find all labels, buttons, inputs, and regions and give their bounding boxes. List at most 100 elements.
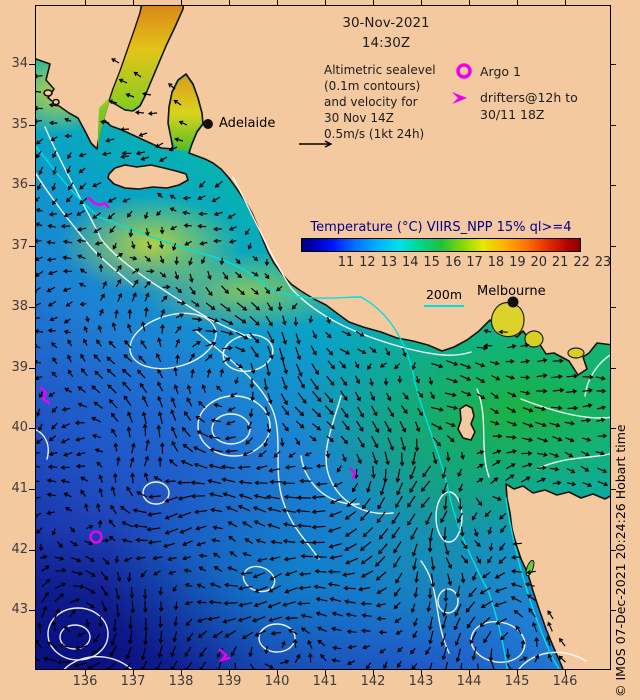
- argo-float-marker: [89, 530, 103, 544]
- colorbar-tick: 17: [466, 255, 483, 270]
- x-axis-label: 146: [552, 674, 578, 689]
- map-plot: 30-Nov-2021 14:30Z Altimetric sealevel (…: [35, 5, 611, 670]
- x-tick-top: [325, 0, 326, 5]
- x-tick-top: [421, 0, 422, 5]
- x-tick-bottom: [325, 670, 326, 675]
- drifters-legend-label: drifters@12h to 30/11 18Z: [480, 90, 578, 123]
- drifter-tracks: [39, 196, 357, 663]
- x-axis-label: 144: [456, 674, 482, 689]
- legend-line-4: 30 Nov 14Z: [324, 111, 394, 125]
- y-tick-right: [610, 610, 616, 612]
- colorbar-tick: 22: [573, 255, 590, 270]
- isobath-legend-line: [424, 305, 464, 307]
- y-axis-label: 35: [11, 116, 28, 132]
- x-tick-top: [133, 0, 134, 5]
- city-label-adelaide: Adelaide: [219, 116, 276, 131]
- colorbar-tick: 13: [380, 255, 398, 270]
- colorbar-tick: 14: [401, 255, 419, 270]
- x-tick-bottom: [469, 670, 470, 675]
- y-axis-label: 34: [11, 56, 28, 71]
- altimetry-legend: Altimetric sealevel (0.1m contours) and …: [324, 62, 499, 142]
- map-title-date: 30-Nov-2021: [342, 15, 430, 31]
- y-axis-label: 41: [11, 480, 28, 496]
- x-tick-top: [277, 0, 278, 5]
- y-axis-label: 39: [11, 359, 28, 375]
- x-axis-label: 141: [312, 674, 338, 689]
- x-axis-label: 138: [168, 674, 194, 689]
- drifters-legend-line1: drifters@12h to: [480, 90, 578, 105]
- legend-line-5: 0.5m/s (1kt 24h): [324, 127, 425, 141]
- x-tick-top: [229, 0, 230, 5]
- gulf-st-vincent-water: [169, 76, 202, 151]
- king-island: [457, 404, 476, 441]
- y-axis-label: 42: [11, 541, 28, 557]
- legend-line-1: Altimetric sealevel: [324, 63, 436, 77]
- colorbar-tick: 23: [594, 255, 611, 270]
- y-tick-left: [29, 610, 35, 612]
- drifters-legend-line2: 30/11 18Z: [480, 106, 545, 122]
- adelaide-dot: [203, 119, 213, 129]
- drifter-legend-icon: [452, 92, 467, 104]
- kangaroo-island: [107, 164, 189, 190]
- x-tick-bottom: [517, 670, 518, 675]
- colorbar-tick: 11: [337, 255, 355, 270]
- legend-line-2: (0.1m contours): [324, 79, 421, 93]
- y-tick-left: [29, 185, 35, 187]
- y-tick-left: [29, 306, 35, 308]
- y-axis-label: 40: [11, 420, 28, 436]
- y-tick-right: [610, 488, 616, 490]
- y-tick-right: [610, 246, 616, 248]
- isobath-200m-line: [36, 145, 560, 669]
- x-axis-label: 136: [72, 674, 98, 689]
- melbourne-dot: [507, 296, 519, 308]
- western-port-bay: [524, 330, 544, 348]
- islet-eyre-1: [43, 89, 53, 97]
- argo-legend-label: Argo 1: [480, 64, 521, 79]
- x-tick-top: [469, 0, 470, 5]
- x-tick-bottom: [85, 670, 86, 675]
- tasmania: [505, 483, 610, 669]
- drifter-track-4: [349, 467, 357, 480]
- map-canvas: [36, 6, 610, 669]
- x-tick-top: [517, 0, 518, 5]
- y-tick-left: [29, 64, 35, 65]
- x-tick-bottom: [229, 670, 230, 675]
- y-tick-left: [29, 428, 35, 430]
- y-tick-left: [29, 488, 35, 490]
- colorbar-title: Temperature (°C) VIIRS_NPP 15% ql>=4: [310, 220, 572, 235]
- y-tick-right: [610, 306, 616, 308]
- x-axis-label: 143: [408, 674, 434, 689]
- y-tick-left: [29, 367, 35, 369]
- map-title-time: 14:30Z: [361, 35, 411, 51]
- drifter-track-3: [218, 648, 231, 663]
- colorbar: [301, 238, 581, 252]
- y-axis-label: 36: [11, 177, 28, 193]
- x-axis-label: 137: [120, 674, 146, 689]
- argo-legend-icon: [456, 63, 472, 79]
- x-tick-bottom: [421, 670, 422, 675]
- x-tick-top: [565, 0, 566, 5]
- x-tick-bottom: [373, 670, 374, 675]
- x-axis-label: 142: [360, 674, 386, 689]
- y-axis-label: 43: [11, 602, 28, 618]
- y-axis-label: 37: [11, 238, 28, 254]
- map-title: 30-Nov-2021 14:30Z: [286, 13, 486, 53]
- x-tick-top: [373, 0, 374, 5]
- x-axis-label: 139: [216, 674, 242, 689]
- y-axis-label: 38: [11, 298, 28, 314]
- y-tick-left: [29, 246, 35, 248]
- y-tick-right: [610, 64, 616, 65]
- sealevel-contours: [36, 126, 610, 669]
- colorbar-tick-labels: 11 12 13 14 15 16 17 18 19 20 21 22 23: [301, 255, 610, 271]
- x-tick-bottom: [565, 670, 566, 675]
- landmass-eyre-peninsula: [36, 6, 143, 150]
- x-tick-bottom: [133, 670, 134, 675]
- legend-line-3: and velocity for: [324, 95, 418, 109]
- velocity-scale-arrow: [299, 140, 333, 148]
- islet-eyre-2: [52, 98, 60, 106]
- y-tick-right: [610, 367, 616, 369]
- x-tick-top: [181, 0, 182, 5]
- y-tick-right: [610, 124, 616, 126]
- colorbar-tick: 18: [487, 255, 505, 270]
